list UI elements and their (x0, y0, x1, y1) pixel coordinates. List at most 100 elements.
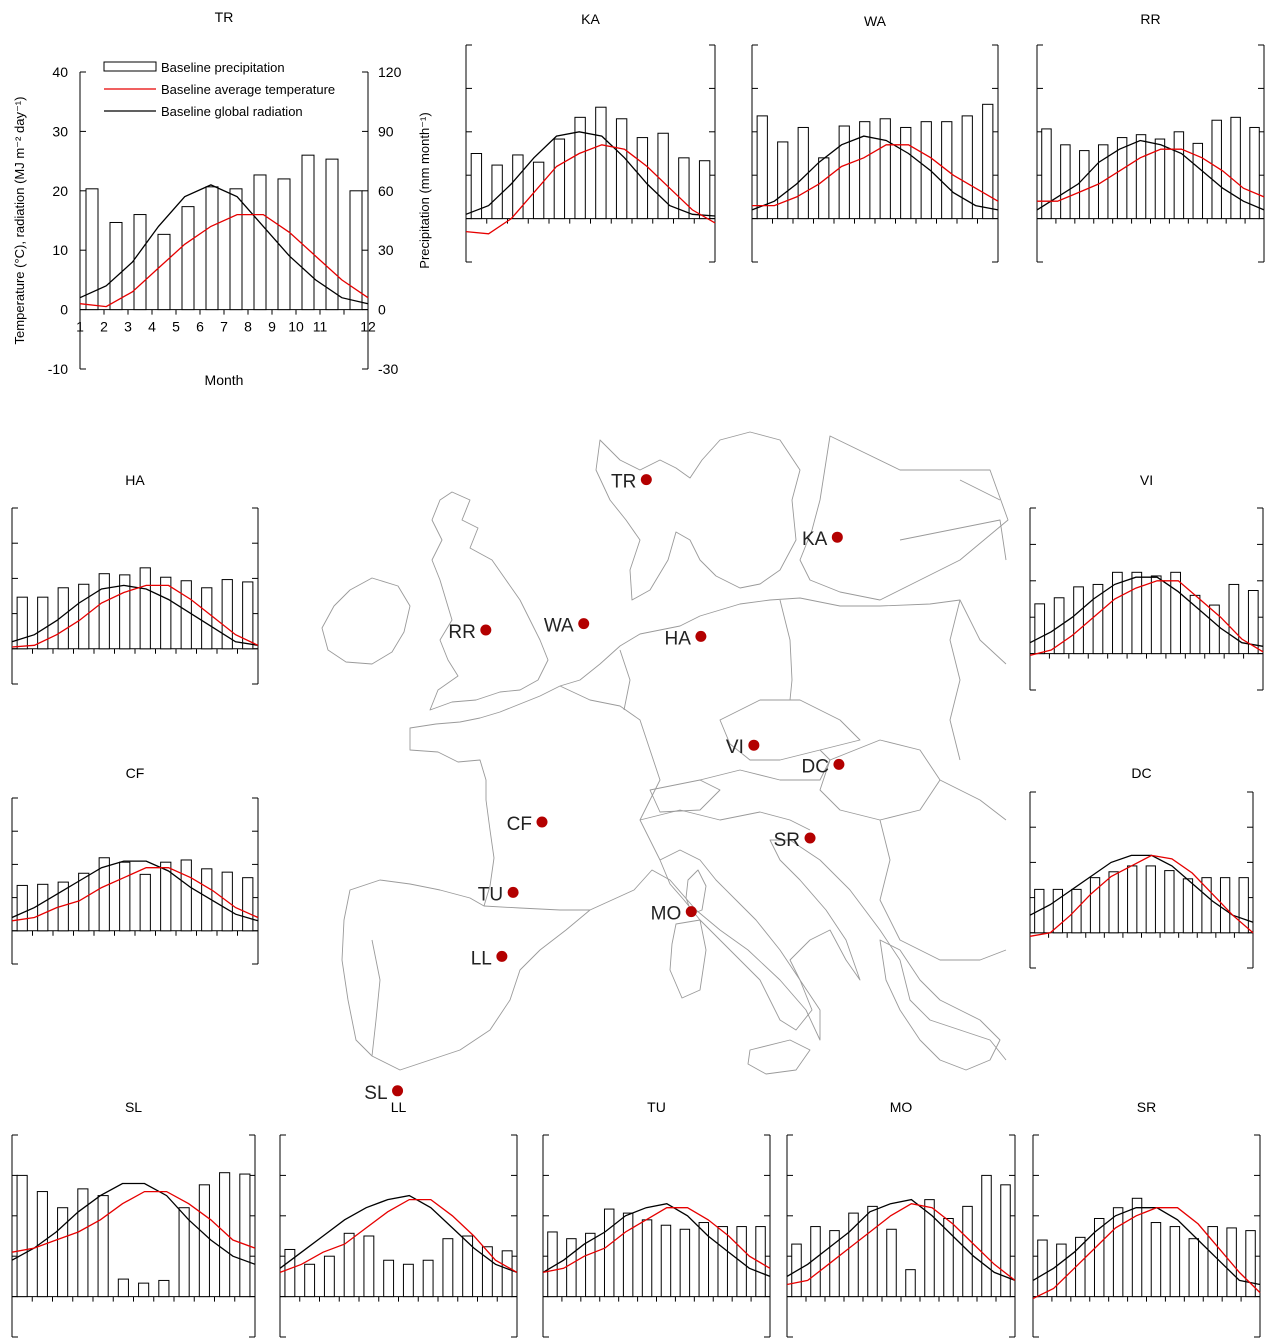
precip-bar (1219, 877, 1231, 934)
precip-bar (16, 596, 28, 650)
chart-title: VI (1140, 472, 1153, 488)
precip-bar (349, 190, 363, 311)
precip-bar (859, 121, 871, 220)
month-tick-label: 9 (268, 319, 276, 335)
chart-ka: KA (465, 11, 716, 263)
precip-bar (1189, 594, 1201, 655)
radiation-line (11, 1182, 256, 1265)
border-germany-east (779, 599, 793, 701)
precip-bar (205, 186, 219, 311)
chart-ha: HA (11, 472, 259, 685)
precip-bar (717, 1226, 728, 1298)
radiation-line (751, 135, 999, 211)
border-czech (719, 699, 861, 761)
precip-bar (501, 1250, 513, 1298)
precip-bar (117, 1278, 129, 1298)
precip-bar (383, 1259, 395, 1298)
month-tick-label: 7 (220, 319, 228, 335)
precip-bar (1034, 603, 1046, 655)
chart-title: TR (215, 9, 234, 25)
precip-bar (1131, 1197, 1143, 1298)
chart-title: SL (125, 1099, 142, 1115)
border-russia (899, 479, 1007, 561)
border-balkans (879, 819, 1007, 961)
precip-bar (277, 178, 291, 311)
precip-bar (1249, 126, 1260, 220)
precip-bar (242, 581, 254, 650)
right-tick-label: -30 (378, 361, 398, 377)
precip-bar (566, 1238, 577, 1298)
chart-tu: TU (542, 1099, 771, 1338)
precip-bar (323, 1255, 335, 1298)
radiation-line (786, 1198, 1016, 1282)
station-dot-cf (536, 816, 548, 828)
precip-bar (36, 1191, 48, 1298)
station-dot-rr (480, 624, 492, 636)
border-hungary (819, 739, 941, 821)
station-dot-ll (496, 950, 508, 962)
precip-bar (1112, 571, 1123, 655)
coast-italy (659, 849, 813, 1031)
precip-bar (239, 1173, 251, 1298)
precip-bar (1150, 575, 1162, 655)
precip-bar (97, 1195, 109, 1298)
coast-sardinia (669, 919, 707, 999)
temperature-line (11, 1190, 256, 1253)
precip-bar (900, 126, 912, 220)
station-label-cf: CF (507, 814, 532, 835)
station-dot-tr (640, 474, 652, 486)
precip-bar (180, 580, 192, 650)
radiation-line (11, 860, 259, 922)
month-tick-label: 6 (196, 319, 204, 335)
station-label-tr: TR (611, 472, 636, 493)
right-tick-label: 30 (378, 242, 394, 258)
temperature-line (1037, 148, 1265, 202)
temperature-line (752, 144, 999, 207)
border-poland-east (949, 599, 961, 761)
precip-bar (1238, 877, 1249, 934)
precip-bar (343, 1232, 355, 1298)
right-tick-label: 120 (378, 64, 402, 80)
month-tick-label: 3 (124, 319, 132, 335)
precip-bar (641, 1219, 653, 1298)
precip-bar (886, 1228, 897, 1298)
precip-bar (77, 1188, 89, 1298)
chart-title: LL (391, 1099, 407, 1115)
chart-vi: VI (1029, 472, 1264, 691)
month-tick-label: 8 (244, 319, 252, 335)
precip-bar (574, 116, 586, 220)
precip-bar (1037, 1239, 1048, 1298)
station-label-rr: RR (448, 622, 475, 643)
border-france-spain (483, 905, 590, 911)
precip-bar (98, 573, 110, 650)
precip-bar (462, 1235, 474, 1298)
radiation-line (1029, 854, 1254, 923)
precip-bar (1154, 138, 1166, 220)
precip-bar (470, 153, 483, 220)
station-dot-vi (748, 739, 760, 751)
precip-bar (1145, 865, 1156, 934)
legend: Baseline precipitation Baseline average t… (103, 60, 335, 119)
precip-bar (905, 1269, 916, 1298)
precip-bar (119, 861, 131, 932)
station-dot-dc (833, 758, 845, 770)
month-tick-label: 5 (172, 319, 180, 335)
precip-bar (57, 881, 69, 932)
chart-title: HA (125, 472, 145, 488)
station-markers: TR KA RR WA HA VI DC CF SR TU MO LL SL (364, 472, 845, 1104)
station-dot-mo (685, 906, 697, 918)
europe-map: TR KA RR WA HA VI DC CF SR TU MO LL SL (321, 431, 1009, 1104)
precip-bar (1108, 871, 1119, 934)
chart-sl: SL (11, 1099, 256, 1338)
border-switzerland (649, 779, 721, 813)
right-tick-label: 0 (378, 302, 386, 318)
precip-bar (221, 579, 233, 650)
precip-bar (615, 118, 628, 220)
precip-bar (98, 857, 110, 932)
precip-bar (1182, 878, 1194, 934)
left-tick-label: 40 (52, 64, 68, 80)
precip-bar (1201, 877, 1212, 934)
border-romania (939, 779, 1007, 821)
precip-bar (1060, 144, 1071, 220)
